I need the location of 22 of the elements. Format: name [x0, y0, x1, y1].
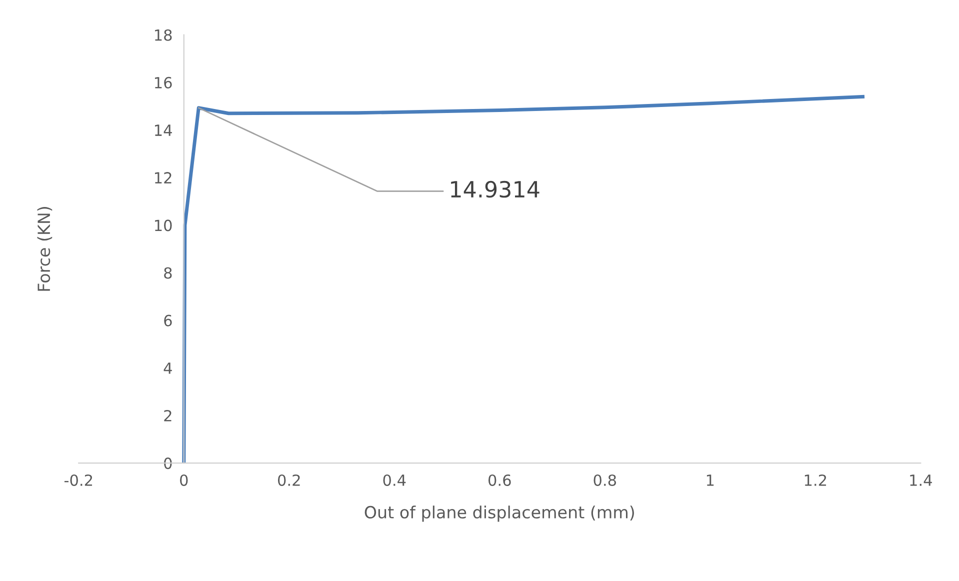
y-tick-label: 10 [155, 220, 172, 232]
y-axis-title: Force (KN) [37, 207, 52, 291]
line-series [182, 94, 864, 464]
x-tick-label: 0.2 [278, 474, 300, 486]
x-tick-label: 0.6 [488, 474, 511, 486]
x-axis-title: Out of plane displacement (mm) [364, 506, 634, 522]
y-tick-label: 4 [164, 362, 172, 374]
x-tick-label: 0.8 [594, 474, 616, 486]
x-tick-label: 1.2 [804, 474, 826, 486]
y-tick-label: 12 [155, 172, 172, 184]
y-tick-label: 14 [155, 124, 172, 136]
x-tick-label: 0.4 [383, 474, 406, 486]
x-tick-label: 0 [180, 474, 188, 486]
y-tick-label: 18 [155, 29, 172, 41]
annotation: 14.9314 [451, 180, 540, 198]
x-tick-label: 1.4 [910, 474, 932, 486]
y-tick-label: 6 [164, 314, 172, 326]
x-tick-label: -0.2 [64, 474, 92, 486]
y-tick-label: 2 [164, 410, 172, 422]
x-tick-label: 1 [706, 474, 714, 486]
y-tick-label: 16 [155, 76, 172, 88]
y-tick-label: 8 [164, 267, 172, 279]
